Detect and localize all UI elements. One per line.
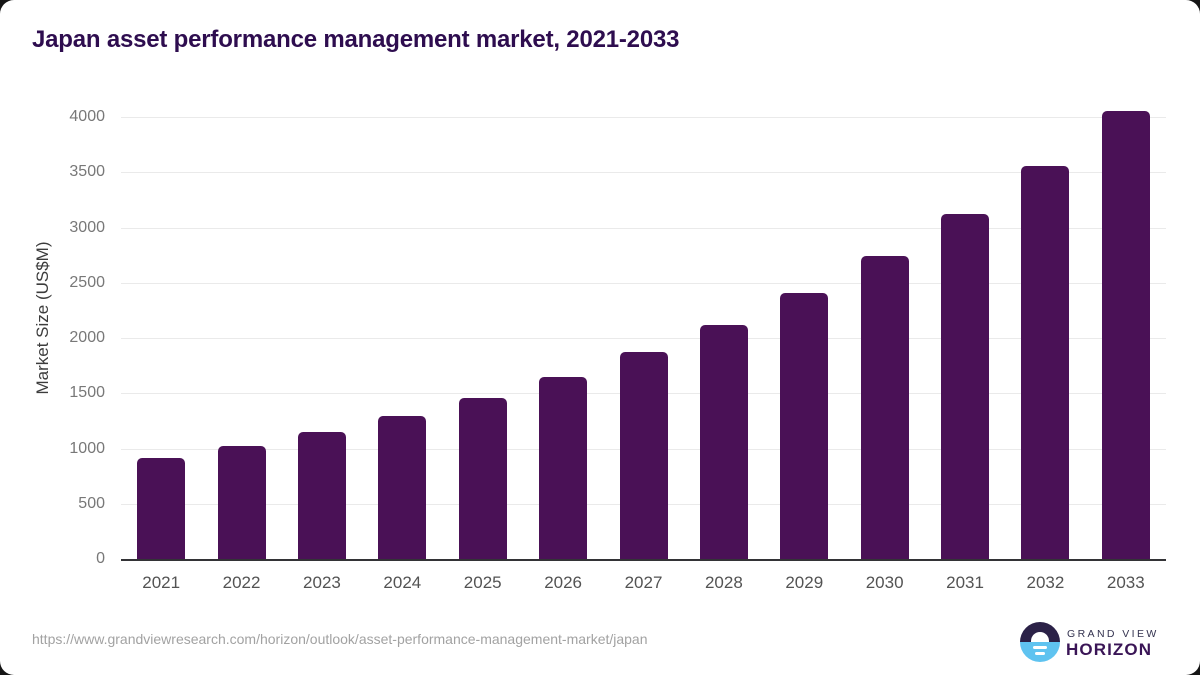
bar-2021: [137, 457, 186, 559]
x-axis-label: 2030: [865, 573, 904, 592]
y-axis-tick-label: 0: [96, 550, 105, 567]
bar-2030: [860, 255, 909, 559]
bar-2025: [458, 398, 507, 559]
x-axis-label: 2028: [704, 573, 743, 592]
chart-title: Japan asset performance management marke…: [32, 26, 680, 53]
logo-sun-dome: [1031, 632, 1049, 642]
horizon-sun-icon: [1020, 622, 1060, 662]
bar-2026: [539, 376, 588, 559]
gridline: [121, 117, 1166, 118]
gridline: [121, 338, 1166, 339]
bar-2023: [297, 431, 346, 559]
y-axis-tick-label: 1000: [69, 439, 105, 457]
x-axis-label: 2022: [222, 573, 261, 592]
bar-2022: [217, 445, 266, 559]
bar-2029: [780, 292, 829, 559]
bar-2032: [1021, 165, 1070, 559]
x-axis-label: 2025: [463, 573, 502, 592]
logo-reflection-bar: [1035, 651, 1045, 655]
y-axis-tick-label: 3000: [69, 218, 105, 236]
brand-name-bottom: HORIZON: [1066, 640, 1153, 659]
y-axis-tick-label: 500: [78, 494, 105, 512]
x-axis-label: 2027: [624, 573, 663, 592]
x-axis-label: 2024: [383, 573, 422, 592]
gridline: [121, 172, 1166, 174]
x-axis-label: 2021: [142, 573, 181, 592]
x-axis-label: 2023: [303, 573, 341, 592]
x-axis-label: 2033: [1106, 573, 1145, 592]
brand-name-top: GRAND VIEW: [1067, 628, 1159, 640]
bar-2033: [1101, 110, 1150, 559]
bar-2031: [941, 214, 990, 559]
y-axis-tick-label: 1500: [69, 384, 105, 402]
gridline: [121, 227, 1166, 229]
logo-reflection-bar: [1033, 646, 1047, 649]
x-axis-label: 2029: [785, 573, 824, 592]
x-axis-label: 2032: [1026, 573, 1065, 592]
bar-2028: [699, 324, 748, 559]
y-axis-tick-label: 2500: [69, 273, 105, 291]
source-url: https://www.grandviewresearch.com/horizo…: [32, 631, 648, 647]
bar-2027: [619, 352, 668, 559]
x-axis-label: 2031: [946, 573, 984, 592]
x-axis-label: 2026: [544, 573, 583, 592]
y-axis-tick-label: 2000: [69, 329, 105, 346]
plot-area: 2021 2022 2023 2024 2025 2026 2027 2028 2029 2030…: [121, 110, 1166, 592]
y-axis-tick-label: 4000: [69, 108, 105, 125]
y-axis-tick-label: 3500: [69, 163, 105, 181]
y-axis-ticks: 0 500 1000 1500 2000 2500 3000 3500 4000: [0, 108, 105, 567]
gridline: [121, 282, 1166, 284]
bar-2024: [378, 415, 427, 559]
